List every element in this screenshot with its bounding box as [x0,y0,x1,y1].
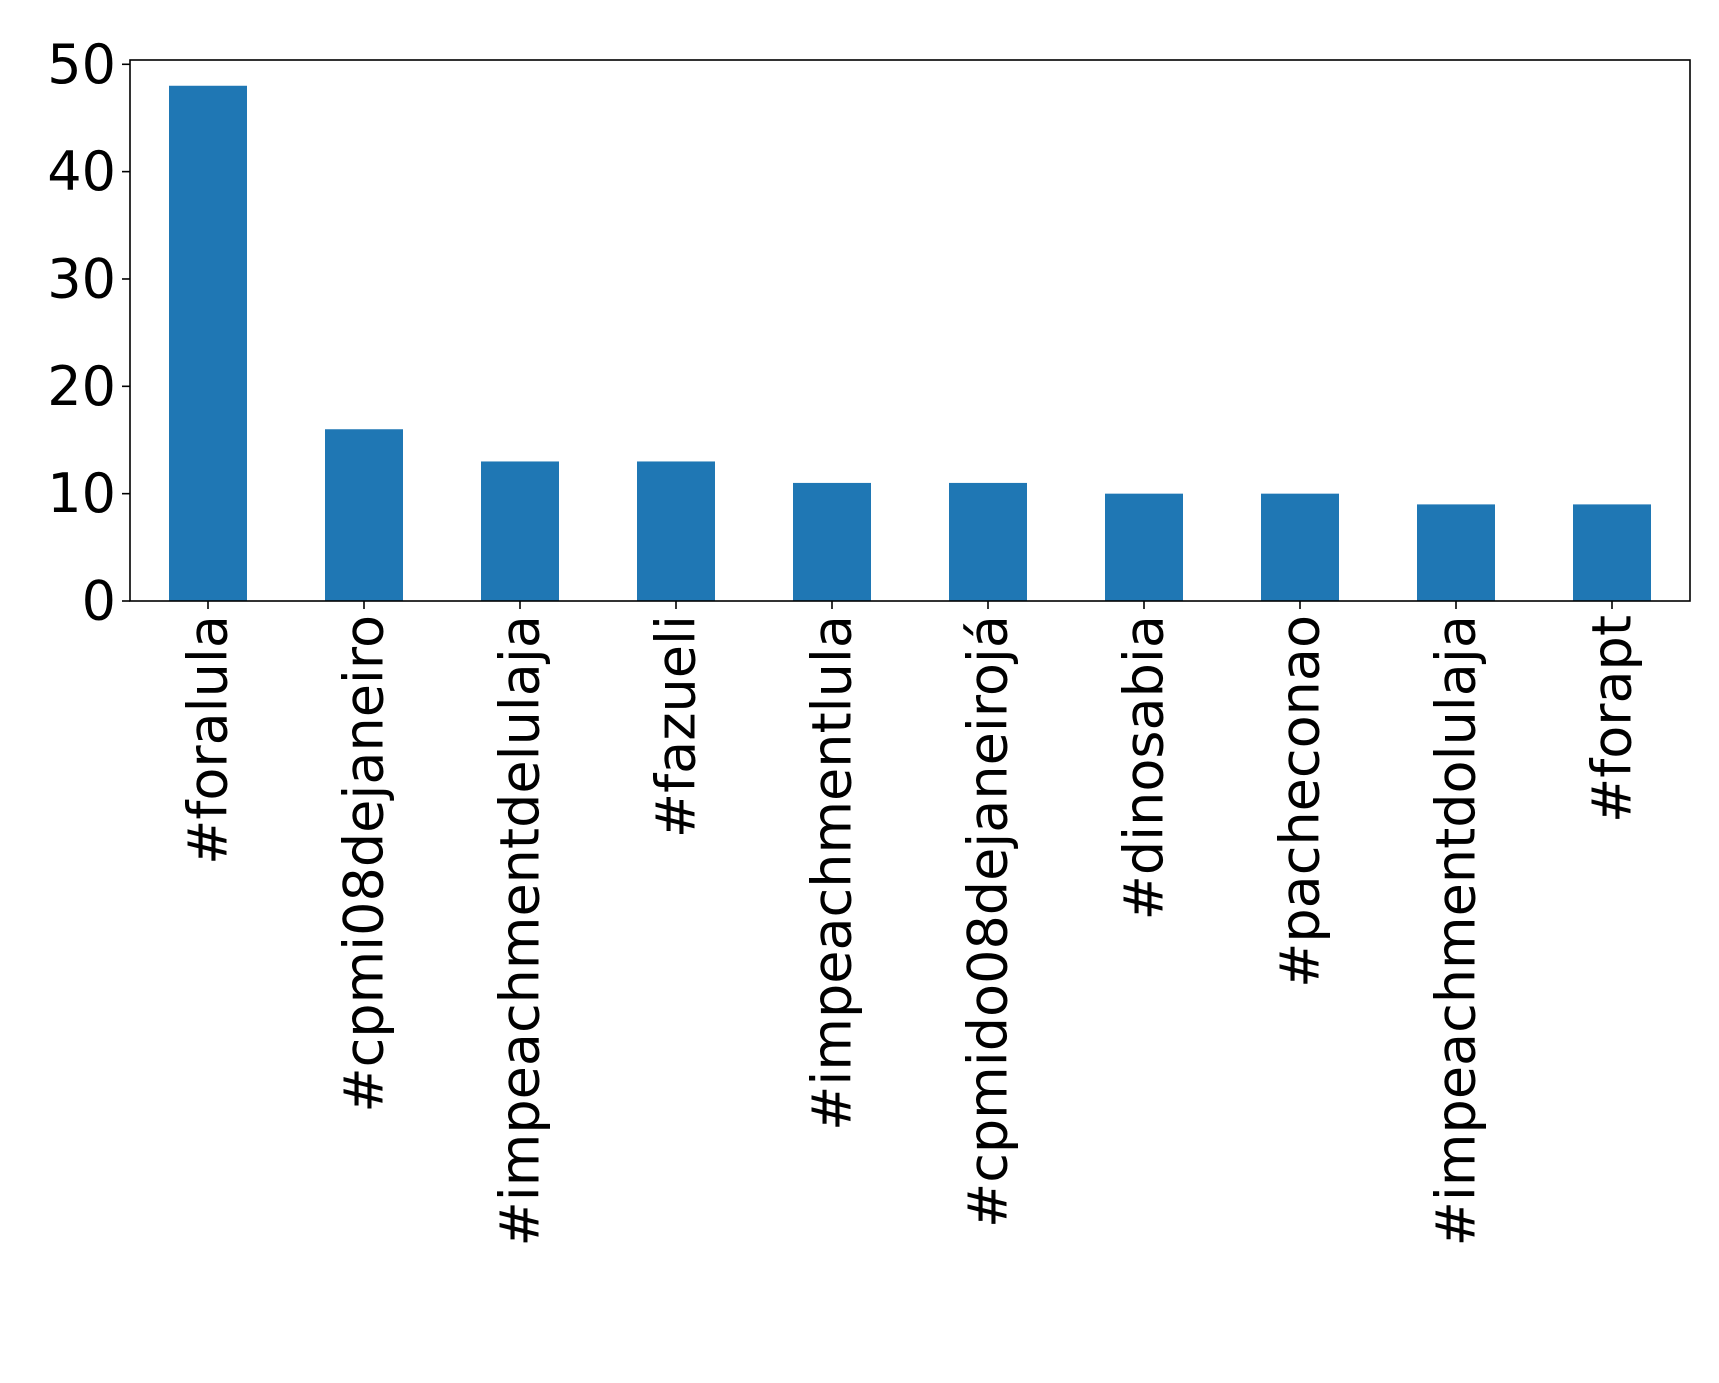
x-tick-label: #dinosabia [1113,615,1176,920]
y-tick-label: 50 [47,33,116,96]
bar-5 [793,482,871,601]
x-tick-label: #cpmi08dejaneiro [333,615,396,1113]
bar-1 [169,85,247,601]
y-tick-label: 0 [82,570,116,633]
x-tick-label: #fazueli [645,615,708,838]
bar-2 [325,429,403,601]
bar-6 [949,482,1027,601]
x-tick-label: #forapt [1581,615,1644,823]
x-tick-label: #impeachmentdolulaja [1425,615,1488,1246]
y-tick-label: 10 [47,462,116,525]
y-tick-label: 40 [47,140,116,203]
x-tick-label: #impeachmentlula [801,615,864,1131]
bars-layer [169,85,1651,601]
x-tick-label: #impeachmentdelulaja [489,615,552,1247]
y-axis: 0 10 20 30 40 50 [47,33,130,633]
bar-4 [637,461,715,601]
bar-7 [1105,493,1183,601]
bar-9 [1417,504,1495,601]
plot-frame [129,59,1691,602]
y-tick-label: 20 [47,355,116,418]
y-tick-label: 30 [47,247,116,310]
x-axis: #foralula #cpmi08dejaneiro #impeachmentdel… [177,601,1644,1247]
bar-3 [481,461,559,601]
x-tick-label: #pacheconao [1269,615,1332,988]
x-tick-label: #foralula [177,615,240,865]
bar-8 [1261,493,1339,601]
x-tick-label: #cpmido08dejaneirojá [957,615,1020,1228]
bar-10 [1573,504,1651,601]
